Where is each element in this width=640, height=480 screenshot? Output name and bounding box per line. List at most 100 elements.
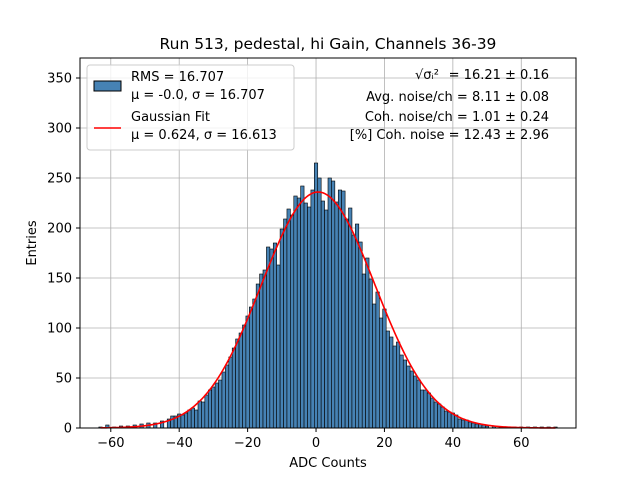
histogram-bar bbox=[310, 189, 315, 429]
histogram-bar bbox=[242, 324, 247, 429]
histogram-bar bbox=[402, 359, 407, 429]
histogram-bar bbox=[259, 273, 264, 429]
histogram-bar bbox=[194, 409, 199, 429]
histogram-bar bbox=[249, 306, 254, 429]
histogram-bar bbox=[358, 241, 363, 429]
stats-line-coh-noise: Coh. noise/ch = 1.01 ± 0.24 bbox=[365, 110, 549, 125]
x-tick-label: −20 bbox=[234, 436, 261, 451]
histogram-bar bbox=[389, 336, 394, 429]
histogram-bar bbox=[396, 341, 401, 429]
axis-ticks: −60 −40 −20 0 20 40 60 0 50 100 150 200 250 300 350 bbox=[47, 72, 529, 452]
histogram-bar bbox=[228, 356, 233, 429]
histogram-bar bbox=[433, 401, 438, 429]
stats-line-sigma: = 16.21 ± 0.16 bbox=[449, 68, 549, 83]
histogram-bar bbox=[341, 190, 346, 429]
histogram-bar bbox=[444, 410, 449, 429]
histogram-bar bbox=[351, 234, 356, 429]
histogram-bar bbox=[296, 197, 301, 429]
histogram-bar bbox=[447, 411, 452, 429]
histogram-bar bbox=[225, 364, 230, 429]
histogram-bar bbox=[218, 379, 223, 429]
histogram-bar bbox=[279, 228, 284, 429]
histogram-bar bbox=[320, 200, 325, 429]
histogram-bar bbox=[221, 371, 226, 429]
histogram-bar bbox=[214, 382, 219, 429]
histogram-bar bbox=[276, 264, 281, 429]
y-axis-label: Entries bbox=[25, 220, 40, 266]
legend-box bbox=[86, 64, 295, 151]
histogram-bar bbox=[474, 423, 479, 429]
histogram-bar bbox=[416, 379, 421, 429]
histogram-bar bbox=[290, 214, 295, 429]
histogram-bar bbox=[331, 180, 336, 429]
histogram-bar bbox=[197, 400, 202, 429]
y-tick-label: 200 bbox=[47, 222, 72, 237]
histogram-bar bbox=[348, 207, 353, 429]
histogram-bar bbox=[467, 421, 472, 429]
histogram-bar bbox=[334, 201, 339, 429]
histogram-bar bbox=[324, 209, 329, 429]
x-tick-label: −40 bbox=[165, 436, 192, 451]
histogram-bar bbox=[327, 177, 332, 429]
histogram-bar bbox=[170, 415, 175, 429]
x-tick-label: 0 bbox=[312, 436, 320, 451]
histogram-bar bbox=[231, 347, 236, 429]
histogram-bar bbox=[300, 185, 305, 429]
histogram-bar bbox=[375, 291, 380, 429]
histogram-bar bbox=[235, 338, 240, 429]
histogram-bar bbox=[307, 206, 312, 429]
histogram-bar bbox=[471, 422, 476, 429]
legend-stats-histogram: μ = -0.0, σ = 16.707 bbox=[131, 88, 265, 103]
histogram-bar bbox=[368, 278, 373, 429]
legend-label-histogram: RMS = 16.707 bbox=[131, 70, 224, 85]
histogram-bar bbox=[262, 269, 267, 429]
x-tick-label: 20 bbox=[376, 436, 393, 451]
histogram-bar bbox=[399, 354, 404, 429]
histogram-bar bbox=[190, 407, 195, 429]
y-tick-label: 300 bbox=[47, 122, 72, 137]
y-tick-label: 0 bbox=[64, 422, 72, 437]
histogram-bar bbox=[204, 394, 209, 429]
histogram-bar bbox=[184, 412, 189, 429]
histogram-bar bbox=[201, 401, 206, 429]
y-tick-label: 250 bbox=[47, 172, 72, 187]
histogram-bar bbox=[440, 406, 445, 429]
histogram-bar bbox=[269, 248, 274, 429]
histogram-bar bbox=[420, 389, 425, 429]
histogram-bar bbox=[245, 315, 250, 429]
histogram-bar bbox=[314, 162, 319, 429]
histogram-bar bbox=[317, 177, 322, 429]
histogram-bar bbox=[392, 345, 397, 429]
histogram-bar bbox=[379, 317, 384, 429]
histogram-bar bbox=[293, 195, 298, 429]
y-tick-label: 350 bbox=[47, 72, 72, 87]
chart-title: Run 513, pedestal, hi Gain, Channels 36-… bbox=[160, 35, 497, 53]
stats-line-avg-noise: Avg. noise/ch = 8.11 ± 0.08 bbox=[366, 90, 549, 105]
histogram-bar bbox=[385, 330, 390, 429]
histogram-bar bbox=[355, 223, 360, 429]
histogram-bar bbox=[272, 242, 277, 429]
histogram-bar bbox=[461, 419, 466, 429]
histogram-bar bbox=[286, 208, 291, 429]
histogram-bar bbox=[409, 370, 414, 429]
histogram-bar bbox=[238, 332, 243, 429]
y-tick-label: 100 bbox=[47, 322, 72, 337]
histogram-bar bbox=[426, 392, 431, 429]
histogram-bar bbox=[413, 375, 418, 429]
x-tick-label: −60 bbox=[97, 436, 124, 451]
x-axis-label: ADC Counts bbox=[289, 456, 367, 471]
legend: RMS = 16.707 μ = -0.0, σ = 16.707 Gaussi… bbox=[86, 64, 295, 151]
histogram-bar bbox=[211, 386, 216, 429]
histogram-bar bbox=[437, 403, 442, 429]
stats-line-coh-percent: [%] Coh. noise = 12.43 ± 2.96 bbox=[350, 128, 549, 143]
histogram-bar bbox=[252, 298, 257, 429]
y-tick-label: 150 bbox=[47, 272, 72, 287]
x-tick-label: 40 bbox=[445, 436, 462, 451]
legend-swatch-histogram bbox=[93, 80, 122, 92]
histogram-bar bbox=[430, 397, 435, 429]
histogram-bar bbox=[180, 414, 185, 429]
histogram-bar bbox=[303, 202, 308, 429]
histogram-bar bbox=[187, 409, 192, 429]
histogram-bar bbox=[344, 218, 349, 429]
